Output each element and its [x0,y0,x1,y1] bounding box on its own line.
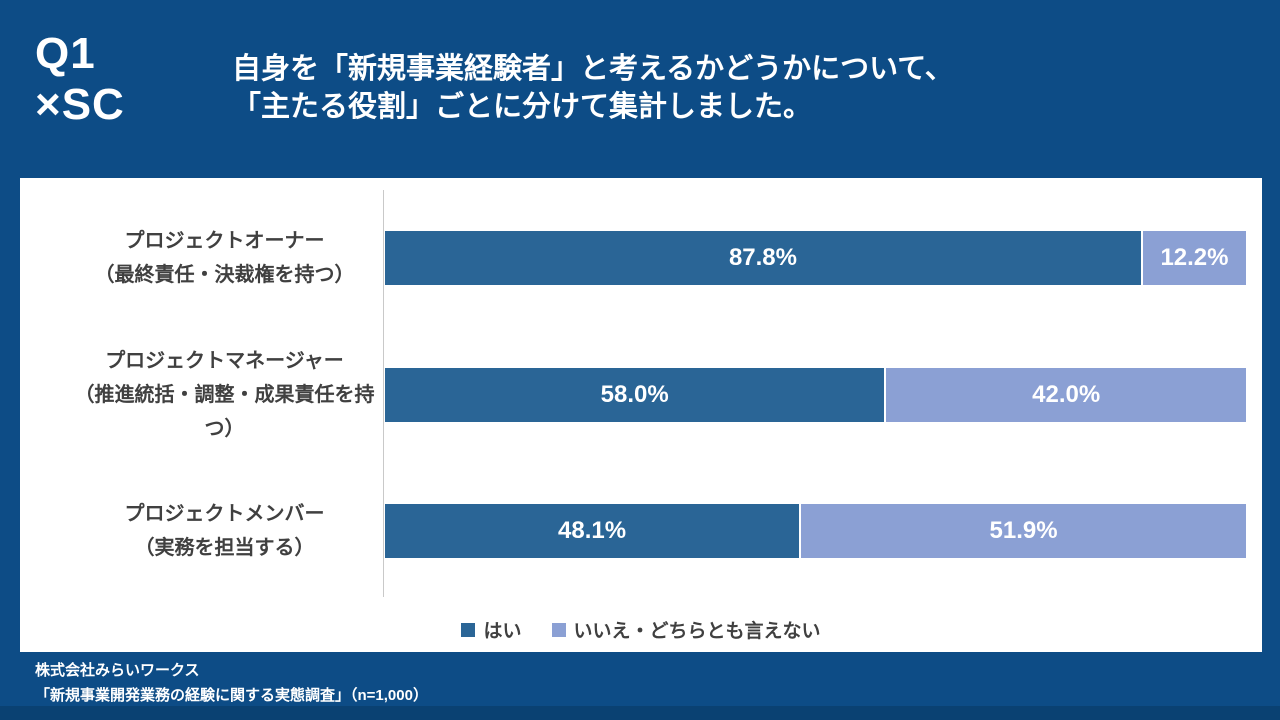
legend-swatch-icon [461,622,476,637]
value-label: 58.0% [600,381,669,408]
value-label: 12.2% [1160,244,1229,271]
value-label: 48.1% [558,517,627,544]
bottom-strip [0,706,1280,720]
question-tag: Q1 ×SC [35,29,125,130]
footer-source-survey: 「新規事業開発業務の経験に関する実態調査」（n=1,000） [35,686,428,704]
bar-segment-yes: 48.1% [385,504,800,558]
value-label: 87.8% [728,244,797,271]
bar-row: プロジェクトマネージャー （推進統括・調整・成果責任を持つ） 58.0% 42.0% [20,350,1262,440]
value-label: 42.0% [1032,381,1101,408]
chart-legend: はい いいえ・どちらとも言えない [20,616,1262,643]
category-label: プロジェクトメンバー （実務を担当する） [20,497,383,565]
legend-label: はい [483,621,522,642]
bar-segment-no: 42.0% [884,368,1246,422]
footer-source-company: 株式会社みらいワークス [35,662,200,679]
bar-segment-yes: 87.8% [385,231,1141,285]
bar-row: プロジェクトメンバー （実務を担当する） 48.1% 51.9% [20,503,1262,559]
category-label-line: プロジェクトマネージャー [105,350,344,372]
chart-panel: プロジェクトオーナー （最終責任・決裁権を持つ） 87.8% 12.2% プロジェクトマ… [20,178,1262,652]
legend-swatch-icon [551,622,566,637]
page-title-line2: 「主たる役割」ごとに分けて集計しました。 [232,91,813,124]
page-title-line1: 自身を「新規事業経験者」と考えるかどうかについて、 [232,53,954,85]
bar-row: プロジェクトオーナー （最終責任・決裁権を持つ） 87.8% 12.2% [20,230,1262,286]
legend-label: いいえ・どちらとも言えない [573,621,821,642]
bar-segment-yes: 58.0% [385,368,885,422]
value-label: 51.9% [989,517,1058,544]
bar-segment-no: 12.2% [1140,231,1246,285]
bar-track: 48.1% 51.9% [385,504,1246,558]
page-title: 自身を「新規事業経験者」と考えるかどうかについて、 「主たる役割」ごとに分けて集… [232,50,954,127]
footer-source: 株式会社みらいワークス 「新規事業開発業務の経験に関する実態調査」（n=1,00… [35,659,428,709]
category-label: プロジェクトマネージャー （推進統括・調整・成果責任を持つ） [20,344,383,446]
bar-track: 87.8% 12.2% [385,231,1246,285]
bar-segment-no: 51.9% [799,504,1246,558]
legend-item: はい [461,616,522,643]
category-label-line: （実務を担当する） [134,537,315,559]
category-label-line: （推進統括・調整・成果責任を持つ） [74,384,375,440]
category-label-line: （最終責任・決裁権を持つ） [94,264,355,286]
category-label: プロジェクトオーナー （最終責任・決裁権を持つ） [20,224,383,292]
category-label-line: プロジェクトオーナー [124,230,325,252]
category-label-line: プロジェクトメンバー [124,503,325,525]
axis-line [383,190,384,597]
legend-item: いいえ・どちらとも言えない [551,616,821,643]
bar-track: 58.0% 42.0% [385,368,1246,422]
